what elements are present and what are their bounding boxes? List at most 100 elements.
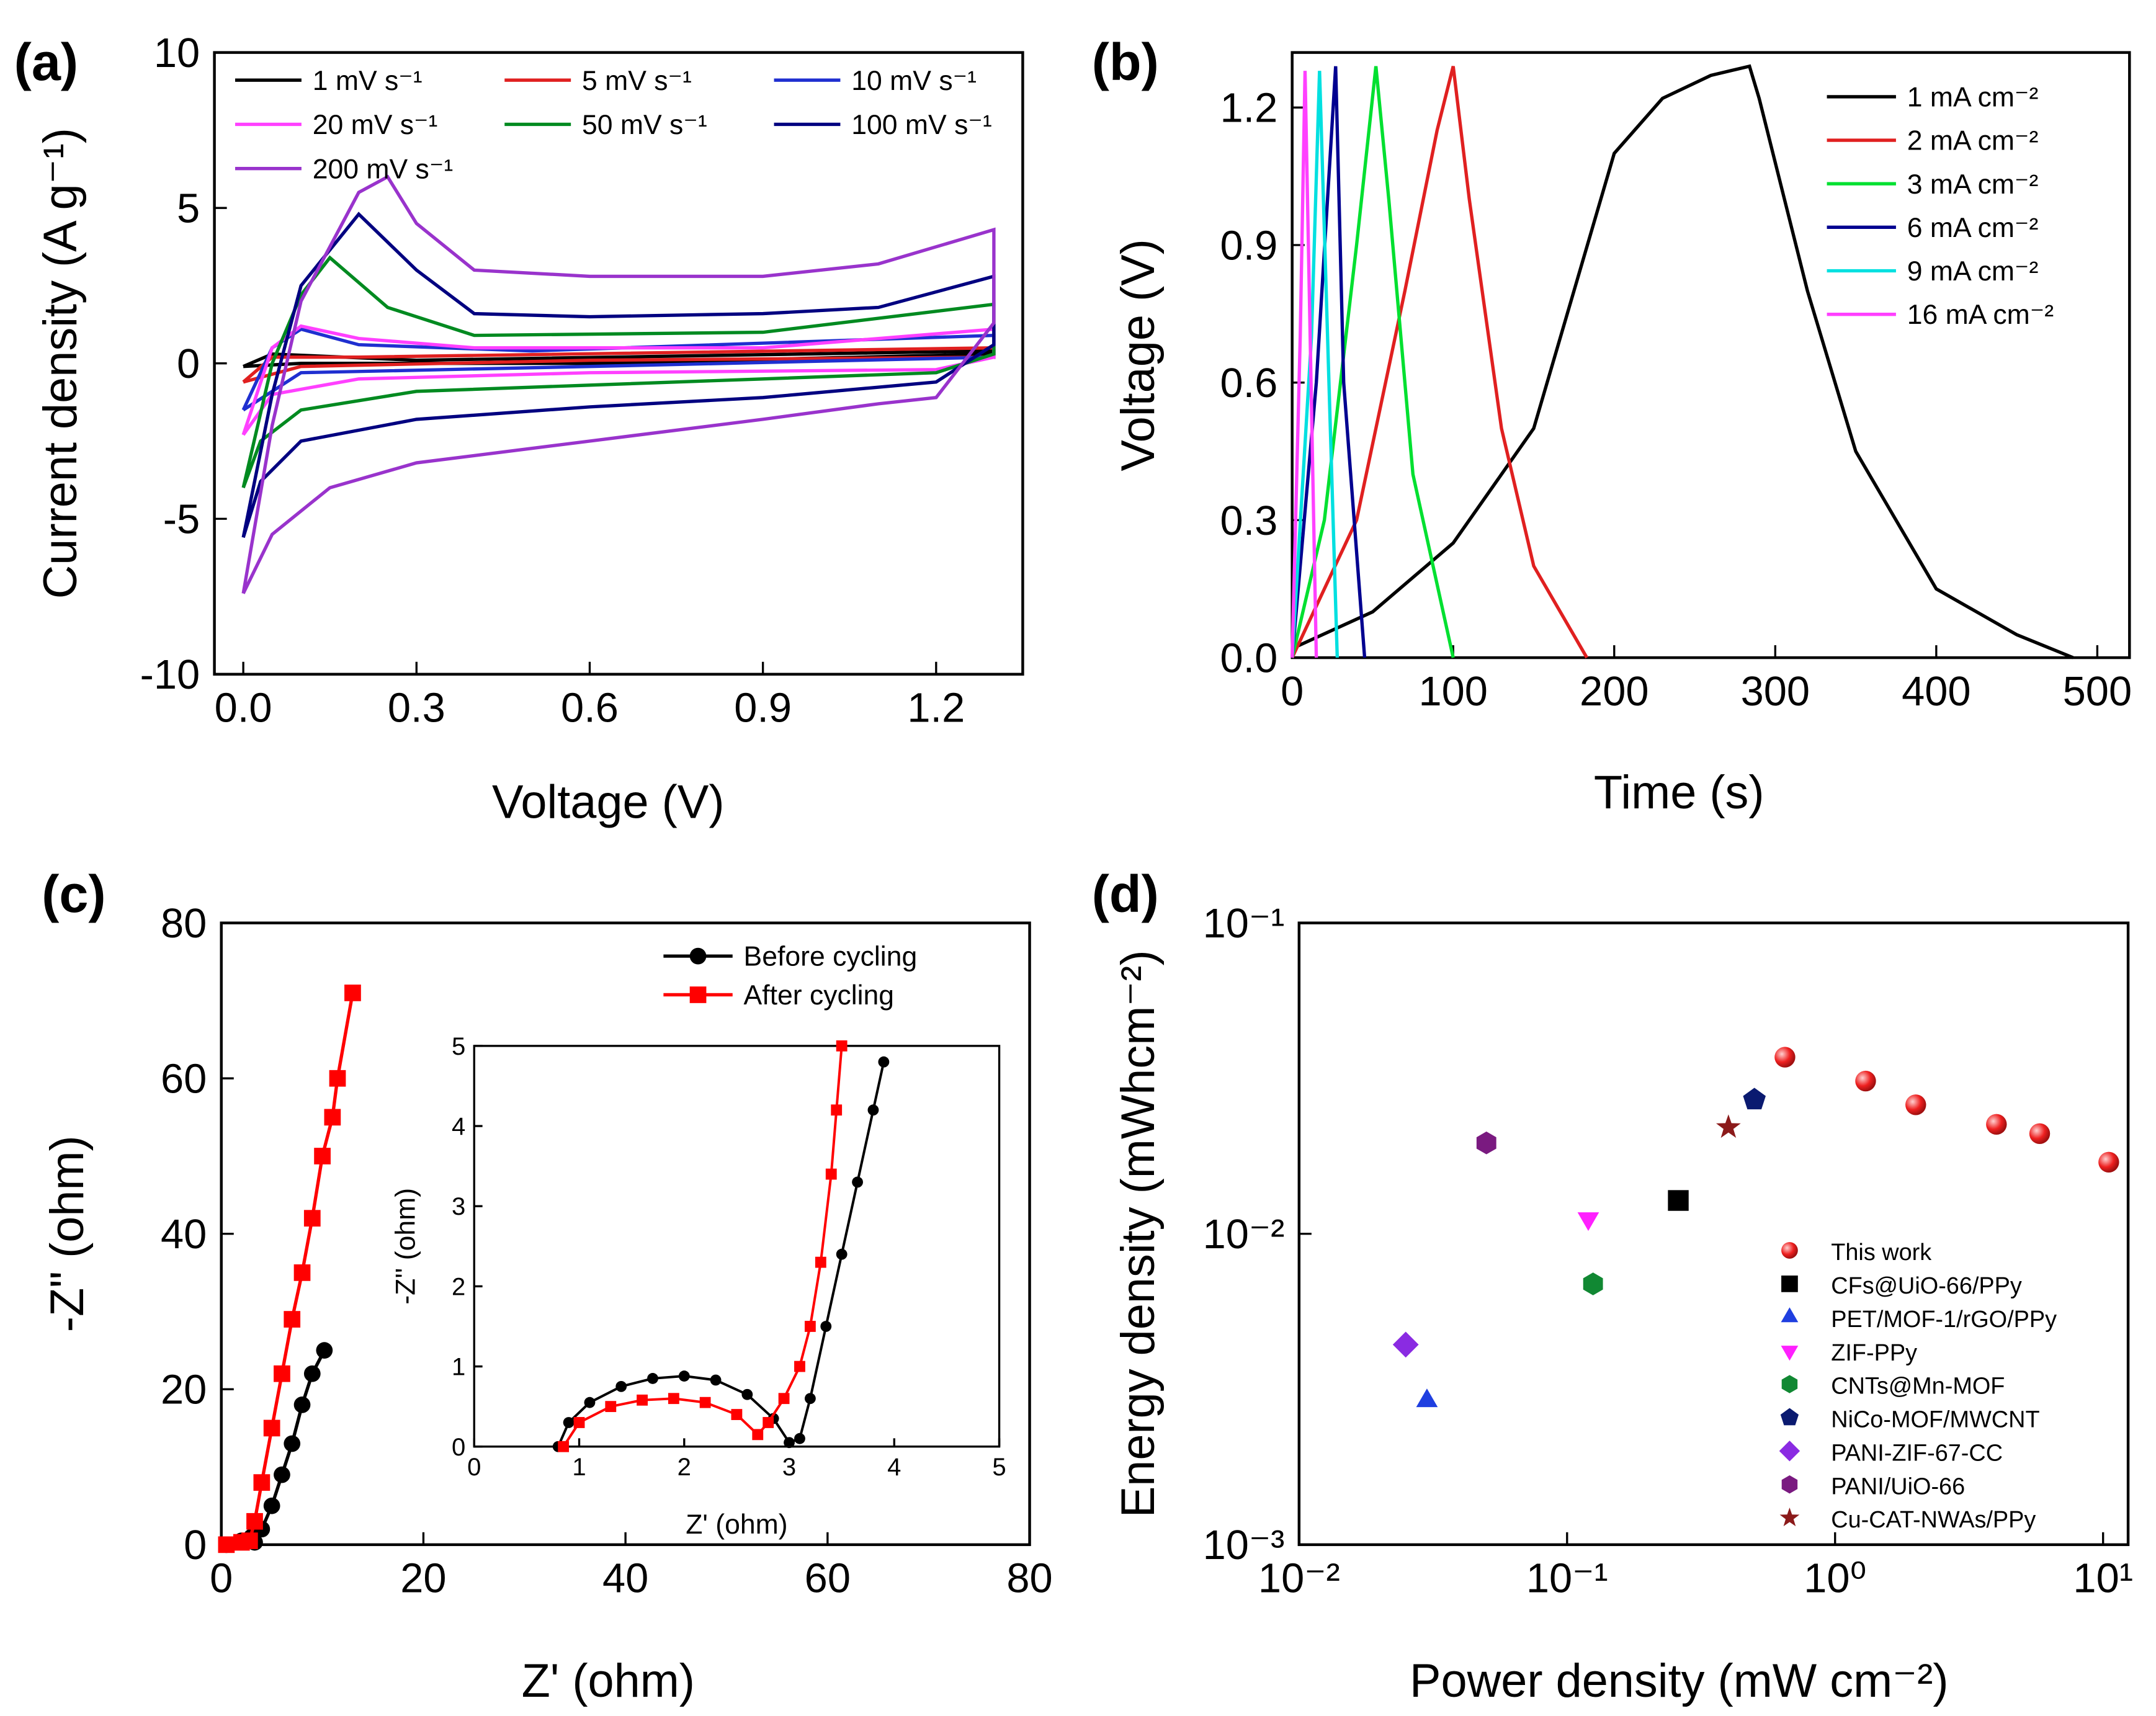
legend-label: PET/MOF-1/rGO/PPy: [1831, 1307, 2057, 1333]
y-axis-label: -Z" (ohm): [41, 1135, 94, 1332]
legend-label: 50 mV s⁻¹: [582, 110, 707, 140]
marker: [836, 1040, 848, 1052]
x-tick-label: 400: [1902, 669, 1970, 715]
y-tick-label: 0.6: [1220, 360, 1277, 406]
legend-marker: [1780, 1408, 1799, 1426]
x-axis-label: Z' (ohm): [686, 1509, 787, 1540]
y-axis-label: Voltage (V): [1112, 239, 1165, 471]
marker: [2098, 1151, 2119, 1173]
marker: [584, 1396, 596, 1408]
x-tick-label: 0.9: [734, 686, 792, 731]
marker: [263, 1419, 280, 1437]
marker: [852, 1176, 863, 1188]
x-tick-label: 100: [1419, 669, 1488, 715]
x-axis-label: Voltage (V): [492, 775, 725, 828]
marker: [867, 1104, 879, 1116]
marker: [303, 1365, 321, 1382]
marker: [647, 1373, 658, 1384]
legend-label: 2 mA cm⁻²: [1907, 126, 2039, 156]
legend-label: Cu-CAT-NWAs/PPy: [1831, 1507, 2036, 1533]
marker: [1986, 1114, 2007, 1135]
marker: [573, 1417, 585, 1428]
legend-marker: [1779, 1507, 1800, 1527]
marker: [314, 1148, 331, 1164]
marker: [1905, 1094, 1926, 1115]
marker: [741, 1388, 753, 1400]
legend-label: 6 mA cm⁻²: [1907, 213, 2039, 243]
marker: [563, 1417, 575, 1428]
marker: [558, 1441, 570, 1452]
series-line: [562, 1045, 843, 1447]
x-tick-label: 10¹: [2073, 1556, 2133, 1602]
x-tick-label: 0.6: [561, 686, 619, 731]
series-line: [241, 212, 996, 538]
marker: [804, 1321, 816, 1332]
legend-label: 200 mV s⁻¹: [313, 154, 453, 184]
legend-label: 3 mA cm⁻²: [1907, 169, 2039, 200]
legend-label: Before cycling: [744, 942, 918, 972]
marker: [1774, 1047, 1796, 1068]
legend-label: 1 mA cm⁻²: [1907, 82, 2039, 112]
x-tick-label: 1: [572, 1454, 586, 1481]
panel: 0 100 200 300 400 500 0.0 0.3 0.6 0.9 1.2 Time (s) V…: [1092, 32, 2132, 819]
series-line: [1290, 66, 1588, 659]
panel-label: (c): [42, 864, 105, 923]
marker: [284, 1435, 301, 1452]
marker: [668, 1393, 679, 1405]
marker: [615, 1380, 627, 1392]
legend-marker: [1781, 1307, 1799, 1323]
legend-label: This work: [1831, 1240, 1931, 1266]
y-tick-label: 60: [161, 1057, 207, 1102]
marker: [778, 1393, 790, 1405]
marker: [1416, 1388, 1438, 1408]
marker: [710, 1374, 722, 1386]
x-tick-label: 10⁻²: [1258, 1556, 1340, 1602]
x-tick-label: 0.0: [215, 686, 272, 731]
legend-label: PANI/UiO-66: [1831, 1473, 1965, 1499]
x-tick-label: 500: [2063, 669, 2132, 715]
marker: [263, 1497, 280, 1514]
marker: [241, 1532, 258, 1549]
marker: [784, 1437, 795, 1449]
y-tick-label: 5: [177, 186, 200, 232]
marker: [274, 1365, 290, 1382]
legend-label: ZIF-PPy: [1831, 1340, 1917, 1366]
x-tick-label: 200: [1580, 669, 1648, 715]
y-axis-label: -Z'' (ohm): [391, 1188, 421, 1305]
marker: [831, 1104, 843, 1116]
legend-label: 10 mV s⁻¹: [851, 66, 977, 96]
x-tick-label: 1.2: [907, 686, 965, 731]
y-tick-label: 5: [452, 1033, 465, 1060]
x-tick-label: 60: [805, 1556, 851, 1602]
x-tick-label: 300: [1741, 669, 1810, 715]
panel-label: (a): [14, 32, 78, 91]
y-tick-label: 80: [161, 901, 207, 947]
y-tick-label: 10⁻²: [1203, 1212, 1285, 1258]
y-tick-label: 0: [177, 341, 200, 387]
series-line: [1290, 71, 1340, 658]
marker: [836, 1248, 848, 1260]
legend-label: NiCo-MOF/MWCNT: [1831, 1407, 2039, 1433]
legend-label: CNTs@Mn-MOF: [1831, 1374, 2005, 1400]
marker: [293, 1264, 311, 1281]
y-axis-label: Current density (A g⁻¹): [34, 128, 87, 599]
legend-marker: [689, 947, 707, 965]
marker: [637, 1394, 648, 1406]
marker: [1715, 1114, 1741, 1138]
legend-label: PANI-ZIF-67-CC: [1831, 1440, 2003, 1466]
series-line: [1290, 66, 1455, 658]
legend-label: 20 mV s⁻¹: [313, 110, 438, 140]
x-axis-label: Time (s): [1594, 766, 1765, 819]
marker: [329, 1070, 346, 1087]
y-tick-label: 4: [452, 1113, 465, 1140]
x-tick-label: 2: [678, 1454, 691, 1481]
marker: [731, 1409, 743, 1420]
legend-marker: [1781, 1375, 1798, 1393]
y-tick-label: 2: [452, 1273, 465, 1300]
marker: [794, 1361, 805, 1372]
x-tick-label: 10⁰: [1804, 1556, 1866, 1602]
legend-label: 9 mA cm⁻²: [1907, 256, 2039, 287]
marker: [878, 1056, 890, 1068]
